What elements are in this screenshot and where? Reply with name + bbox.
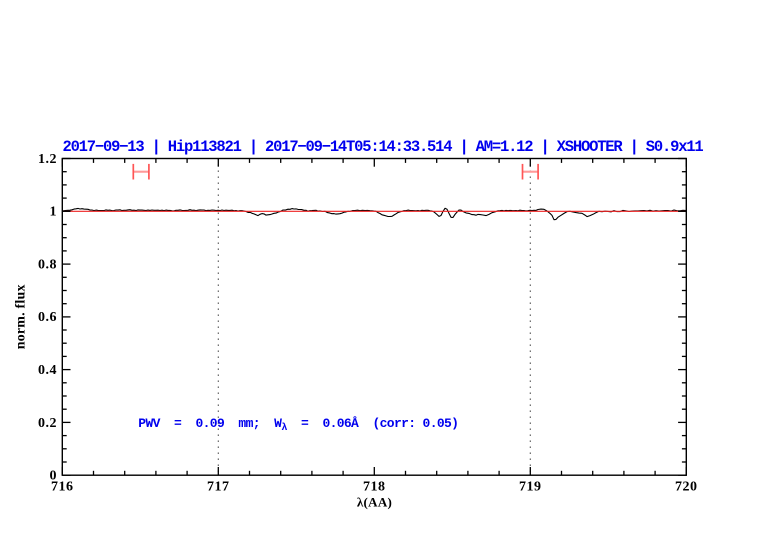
svg-text:718: 718 — [363, 480, 386, 495]
svg-text:0: 0 — [50, 469, 58, 484]
svg-text:1: 1 — [50, 205, 58, 220]
svg-text:720: 720 — [675, 480, 698, 495]
svg-text:PWV = 0.09 mm; Wλ = 0.06: PWV = 0.09 mm; Wλ = 0.06Å (corr: 0.05) — [138, 416, 458, 434]
svg-text:0.4: 0.4 — [38, 363, 57, 378]
svg-text:norm. flux: norm. flux — [14, 284, 29, 349]
svg-text:716: 716 — [51, 480, 74, 495]
svg-text:0.2: 0.2 — [38, 416, 57, 431]
svg-text:719: 719 — [519, 480, 542, 495]
svg-text:717: 717 — [207, 480, 230, 495]
svg-text:2017−09−13 | Hip113821 | 2017−: 2017−09−13 | Hip113821 | 2017−09−14T05:1… — [62, 138, 703, 156]
svg-text:λ(AA): λ(AA) — [357, 495, 392, 510]
svg-text:0.8: 0.8 — [38, 258, 57, 273]
svg-text:1.2: 1.2 — [38, 152, 57, 167]
svg-text:0.6: 0.6 — [38, 310, 57, 325]
